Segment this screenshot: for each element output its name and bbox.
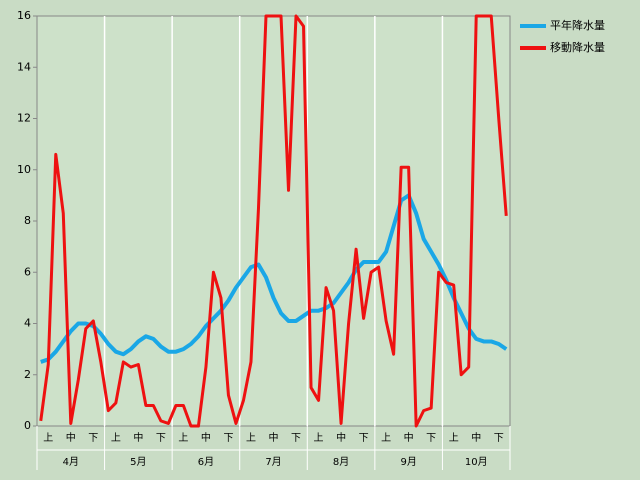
y-tick-label: 2 <box>24 368 31 381</box>
group-label: 10月 <box>465 456 488 468</box>
group-label: 9月 <box>400 456 416 468</box>
group-label: 7月 <box>265 456 281 468</box>
y-tick-label: 8 <box>24 214 31 227</box>
x-tick-label: 下 <box>291 433 301 444</box>
x-tick-label: 中 <box>269 431 279 444</box>
x-tick-label: 下 <box>223 433 233 444</box>
x-tick-label: 上 <box>449 432 459 444</box>
y-tick-label: 10 <box>17 163 31 176</box>
x-tick-label: 上 <box>111 432 121 444</box>
series-line <box>40 193 508 364</box>
y-tick-label: 0 <box>24 419 31 432</box>
x-tick-label: 下 <box>426 433 436 444</box>
legend-label: 平年降水量 <box>550 18 605 32</box>
plot-area <box>36 15 511 427</box>
x-tick-label: 中 <box>201 431 211 444</box>
group-label: 5月 <box>130 456 146 468</box>
y-tick-label: 14 <box>17 60 31 73</box>
group-label: 8月 <box>333 456 349 468</box>
series-line <box>39 14 508 428</box>
x-tick-label: 下 <box>156 433 166 444</box>
x-tick-label: 中 <box>471 431 481 444</box>
group-label: 6月 <box>198 456 214 468</box>
x-tick-label: 上 <box>178 432 188 444</box>
y-tick-label: 12 <box>17 112 31 125</box>
group-label: 4月 <box>63 456 79 468</box>
x-tick-label: 中 <box>336 431 346 444</box>
x-tick-label: 下 <box>494 433 504 444</box>
x-tick-label: 上 <box>246 432 256 444</box>
y-tick-label: 16 <box>17 9 31 22</box>
x-tick-label: 上 <box>314 432 324 444</box>
legend-label: 移動降水量 <box>550 40 605 54</box>
x-tick-label: 中 <box>404 431 414 444</box>
x-tick-label: 下 <box>359 433 369 444</box>
x-tick-label: 中 <box>66 431 76 444</box>
x-tick-label: 中 <box>133 431 143 444</box>
y-tick-label: 6 <box>24 265 31 278</box>
x-tick-label: 下 <box>88 433 98 444</box>
y-tick-label: 4 <box>24 317 31 330</box>
x-tick-label: 上 <box>43 432 53 444</box>
x-tick-label: 上 <box>381 432 391 444</box>
